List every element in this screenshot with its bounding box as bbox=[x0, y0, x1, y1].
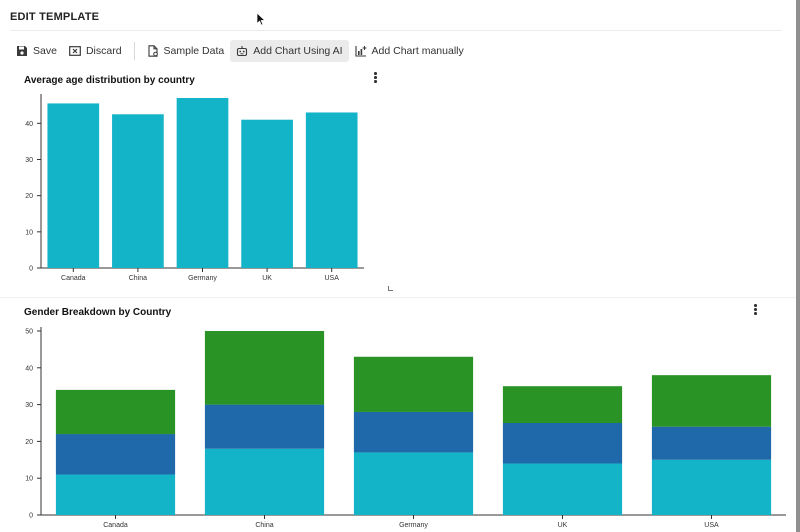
header-divider bbox=[10, 30, 782, 31]
y-tick-label: 0 bbox=[29, 513, 33, 520]
bar-segment bbox=[353, 452, 474, 515]
y-tick-label: 10 bbox=[25, 476, 33, 483]
bar-segment bbox=[55, 474, 176, 515]
bar bbox=[112, 114, 164, 268]
bar bbox=[176, 98, 229, 268]
page-title: EDIT TEMPLATE bbox=[10, 11, 100, 23]
gender-chart-kebab-menu-icon[interactable] bbox=[751, 304, 759, 316]
discard-button[interactable]: Discard bbox=[63, 40, 128, 62]
discard-icon bbox=[69, 45, 81, 57]
window-scrollbar[interactable] bbox=[796, 0, 800, 532]
bar-segment bbox=[651, 375, 772, 427]
x-tick-label: Germany bbox=[188, 275, 217, 282]
robot-icon bbox=[236, 45, 248, 57]
bar bbox=[47, 103, 100, 268]
bar bbox=[305, 112, 358, 269]
y-tick-label: 40 bbox=[25, 121, 33, 128]
gender-chart-title: Gender Breakdown by Country bbox=[24, 307, 172, 318]
sample-data-icon bbox=[147, 45, 159, 57]
bar-segment bbox=[204, 448, 325, 515]
bar-segment bbox=[502, 386, 623, 423]
x-tick-label: Canada bbox=[103, 522, 128, 529]
save-icon bbox=[16, 45, 28, 57]
y-tick-label: 30 bbox=[25, 402, 33, 409]
add-chart-icon bbox=[354, 45, 367, 57]
bar-segment bbox=[204, 331, 325, 405]
mouse-cursor-icon bbox=[256, 12, 266, 26]
toolbar: Save Discard Sample Data Add Chart Using… bbox=[10, 40, 470, 62]
y-tick-label: 20 bbox=[25, 439, 33, 446]
x-tick-label: China bbox=[129, 275, 147, 282]
chart-divider bbox=[0, 297, 796, 298]
bar-segment bbox=[55, 434, 176, 475]
bar-segment bbox=[502, 463, 623, 515]
add-chart-manually-label: Add Chart manually bbox=[371, 45, 464, 57]
y-tick-label: 10 bbox=[25, 229, 33, 236]
bar-segment bbox=[353, 411, 474, 453]
toolbar-separator bbox=[133, 42, 135, 60]
x-tick-label: UK bbox=[558, 522, 568, 529]
x-tick-label: Canada bbox=[61, 275, 86, 282]
y-tick-label: 50 bbox=[25, 329, 33, 336]
x-tick-label: China bbox=[255, 522, 273, 529]
sample-data-button[interactable]: Sample Data bbox=[141, 40, 231, 62]
add-chart-ai-label: Add Chart Using AI bbox=[253, 45, 343, 57]
y-tick-label: 20 bbox=[25, 193, 33, 200]
bar-segment bbox=[502, 423, 623, 464]
y-tick-label: 0 bbox=[29, 266, 33, 273]
y-tick-label: 40 bbox=[25, 365, 33, 372]
save-label: Save bbox=[33, 45, 57, 57]
bar-segment bbox=[353, 356, 474, 412]
bar-segment bbox=[651, 459, 772, 515]
y-tick-label: 30 bbox=[25, 157, 33, 164]
add-chart-ai-button[interactable]: Add Chart Using AI bbox=[230, 40, 349, 62]
bar bbox=[241, 119, 293, 269]
age-chart-title: Average age distribution by country bbox=[24, 75, 195, 86]
x-tick-label: USA bbox=[324, 275, 339, 282]
age-chart-kebab-menu-icon[interactable] bbox=[371, 72, 379, 84]
sample-data-label: Sample Data bbox=[163, 45, 225, 57]
bar-segment bbox=[204, 404, 325, 449]
x-tick-label: USA bbox=[704, 522, 719, 529]
x-tick-label: Germany bbox=[399, 522, 428, 529]
discard-label: Discard bbox=[85, 45, 122, 57]
save-button[interactable]: Save bbox=[10, 40, 63, 62]
x-tick-label: UK bbox=[262, 275, 272, 282]
bar-segment bbox=[55, 389, 176, 435]
age-chart-resize-handle[interactable] bbox=[388, 286, 393, 291]
add-chart-manually-button[interactable]: Add Chart manually bbox=[349, 40, 470, 62]
bar-segment bbox=[651, 426, 772, 460]
